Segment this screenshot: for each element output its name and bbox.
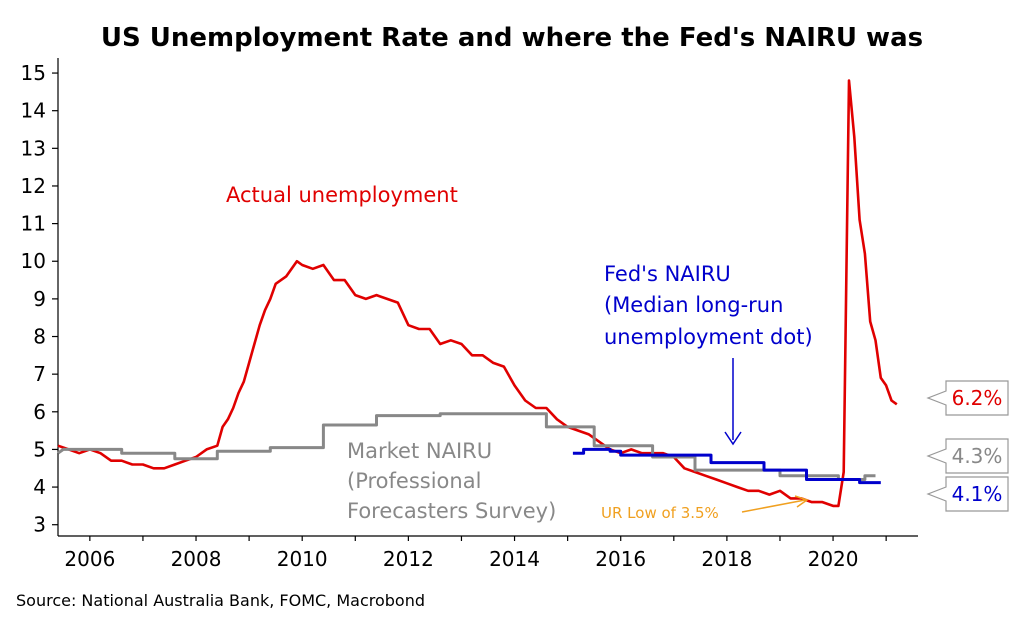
y-tick-label: 6 (33, 400, 46, 424)
y-tick-label: 13 (21, 136, 46, 160)
x-tick-label: 2020 (808, 547, 859, 571)
y-tick-label: 15 (21, 61, 46, 85)
annotation-fed-nairu: Fed's NAIRU (Median long-run unemploymen… (604, 262, 813, 349)
axes: 3 4 5 6 7 8 9 10 11 12 13 14 15 2006 2008 2010 2012 2014 2… (21, 58, 918, 571)
y-tick-label: 14 (21, 99, 46, 123)
end-tag-label: 4.1% (952, 482, 1003, 506)
end-tag-label: 6.2% (952, 386, 1003, 410)
y-tick-label: 11 (21, 212, 46, 236)
annotation-actual-unemployment: Actual unemployment (226, 183, 458, 207)
annotation-market-line-2: (Professional (347, 469, 481, 493)
y-tick-label: 7 (33, 362, 46, 386)
y-tick-label: 10 (21, 249, 46, 273)
source-note: Source: National Australia Bank, FOMC, M… (16, 591, 425, 610)
y-tick-label: 5 (33, 437, 46, 461)
ur-low-arrow-head (794, 495, 809, 508)
end-value-tags: 6.2% 4.3% 4.1% (926, 380, 1009, 512)
y-tick-label: 12 (21, 174, 46, 198)
annotation-fed-line-3: unemployment dot) (604, 325, 813, 349)
y-tick-label: 4 (33, 475, 46, 499)
fed-arrow-head (724, 431, 742, 446)
end-tag-label: 4.3% (952, 444, 1003, 468)
chart-title: US Unemployment Rate and where the Fed's… (101, 23, 923, 53)
annotation-arrows (724, 358, 809, 513)
y-tick-label: 8 (33, 325, 46, 349)
series-layer (57, 79, 898, 508)
y-tick-label: 3 (33, 513, 46, 537)
end-tag-box (926, 380, 1009, 416)
series-actual-unemployment-line (57, 79, 898, 508)
x-tick-label: 2016 (595, 547, 646, 571)
annotation-market-nairu: Market NAIRU (Professional Forecasters S… (347, 439, 556, 523)
series-market-nairu-line (57, 412, 876, 481)
x-tick-label: 2014 (489, 547, 540, 571)
x-tick-label: 2018 (701, 547, 752, 571)
series-fed-nairu-line (572, 447, 881, 485)
end-tag-market: 4.3% (926, 438, 1009, 474)
annotation-fed-line-1: Fed's NAIRU (604, 262, 731, 286)
end-tag-box (926, 438, 1009, 474)
end-tag-fed: 4.1% (926, 476, 1009, 512)
annotation-market-line-3: Forecasters Survey) (347, 499, 556, 523)
end-tag-actual: 6.2% (926, 380, 1009, 416)
x-tick-label: 2012 (383, 547, 434, 571)
x-tick-label: 2006 (64, 547, 115, 571)
ur-low-arrow-shaft (741, 499, 806, 513)
annotation-ur-low: UR Low of 3.5% (601, 504, 719, 522)
x-tick-label: 2010 (277, 547, 328, 571)
y-tick-label: 9 (33, 287, 46, 311)
annotation-fed-line-2: (Median long-run (604, 293, 783, 317)
end-tag-box (926, 476, 1009, 512)
x-tick-label: 2008 (171, 547, 222, 571)
annotation-market-line-1: Market NAIRU (347, 439, 492, 463)
